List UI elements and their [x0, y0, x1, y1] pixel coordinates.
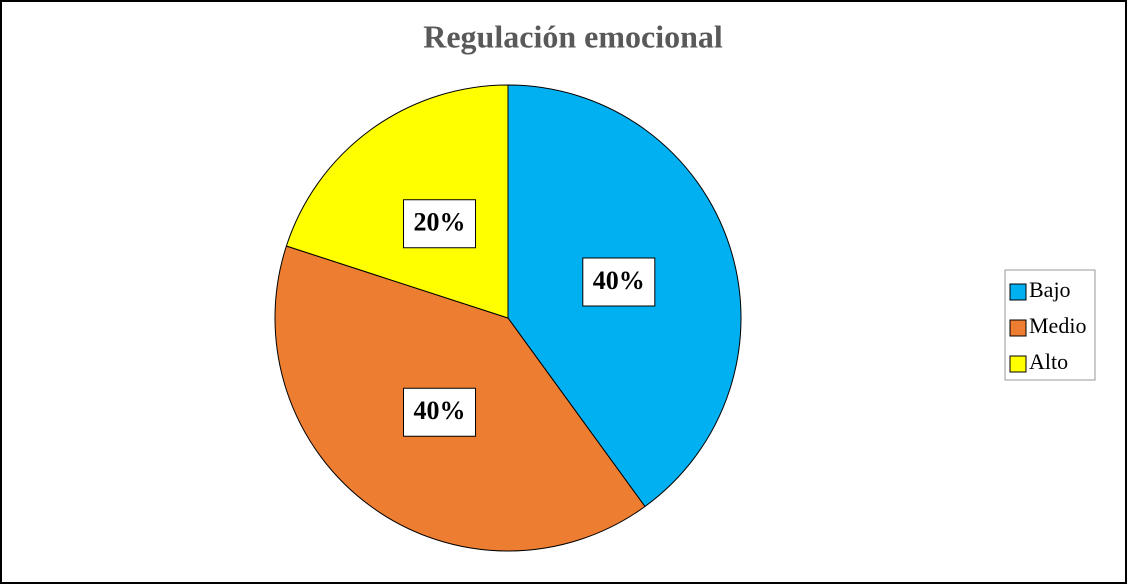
- legend-label: Alto: [1029, 349, 1068, 374]
- legend-swatch: [1009, 283, 1027, 301]
- pie-slice: [285, 84, 509, 319]
- legend-label: Medio: [1029, 313, 1086, 338]
- data-label: 40%: [593, 266, 645, 295]
- data-label: 20%: [414, 208, 466, 237]
- data-label: 40%: [414, 396, 466, 425]
- data-label-box: [403, 387, 477, 437]
- data-label-box: [582, 257, 656, 307]
- data-label-box: [403, 199, 477, 249]
- legend-label: Bajo: [1029, 277, 1071, 302]
- legend-swatch: [1009, 355, 1027, 373]
- chart-title: Regulación emocional: [423, 18, 723, 54]
- legend-swatch: [1009, 319, 1027, 337]
